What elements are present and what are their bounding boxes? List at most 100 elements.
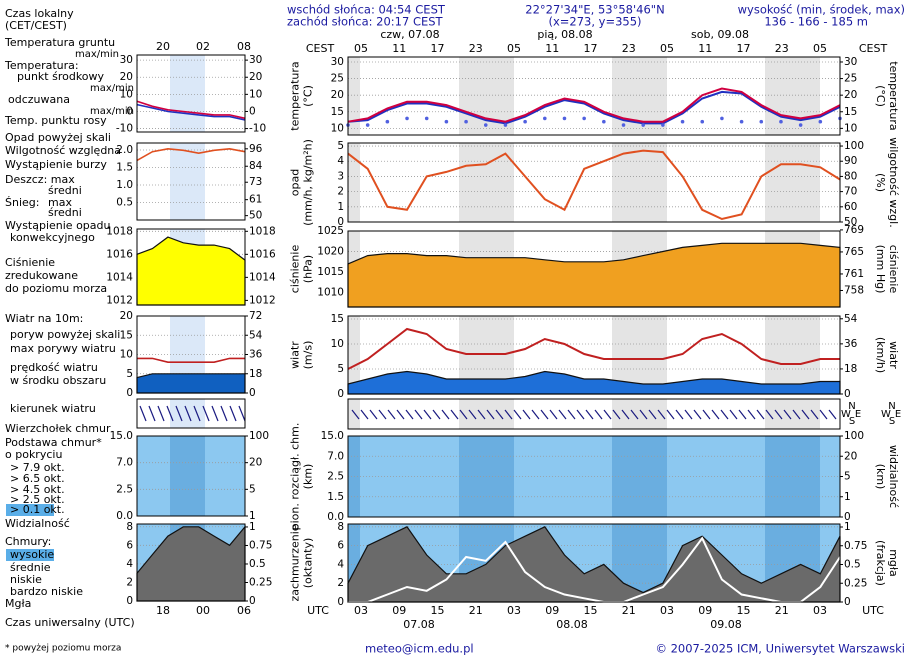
x-tick-label: 00 — [196, 604, 210, 617]
panel-border — [136, 228, 246, 306]
tick-label: 15.0 — [110, 430, 133, 442]
x-tick-label: 23 — [775, 42, 789, 55]
tick-label: 100 — [844, 430, 864, 442]
panel-border — [136, 523, 246, 602]
wind-arrow — [531, 409, 540, 420]
panel-border — [136, 142, 246, 221]
wind-arrow — [756, 409, 765, 420]
wind-arrow — [603, 409, 612, 420]
tick-label: 20 — [844, 450, 857, 462]
tick-label: -10 — [116, 123, 133, 135]
legend-entry: max/min — [90, 106, 134, 117]
night-band — [348, 399, 360, 429]
day-label: 09.08 — [710, 618, 742, 631]
tick-label: 20 — [120, 71, 133, 83]
axis-label: temperatura — [887, 61, 900, 130]
wind-arrow — [621, 409, 630, 420]
dot — [503, 123, 508, 127]
tick-label: 7.0 — [327, 450, 344, 462]
wind-arrow — [774, 409, 783, 420]
dot — [818, 119, 823, 124]
night-band — [765, 57, 820, 135]
tick-label: 54 — [249, 329, 263, 341]
footnote: * powyżej poziomu morza — [5, 644, 121, 654]
legend-entry: do poziomu morza — [5, 282, 107, 295]
night-band — [170, 55, 205, 132]
legend-entry: Chmury: — [5, 535, 51, 548]
panel-border — [347, 142, 841, 223]
x-tick-label: 17 — [431, 42, 445, 55]
tick-label: 0 — [249, 595, 256, 607]
tick-label: -10 — [249, 123, 266, 135]
tick-label: 72 — [249, 310, 262, 322]
legend-entry: Podstawa chmur* — [5, 436, 102, 449]
tick-label: 1010 — [317, 287, 344, 299]
legend-entry: max porywy wiatru — [10, 342, 116, 355]
tick-label: 10 — [331, 122, 344, 134]
tick-label: 10 — [331, 338, 344, 350]
x-tick-label: 23 — [469, 42, 483, 55]
tick-label: 0.0 — [327, 511, 344, 523]
wind-arrow — [238, 405, 246, 422]
legend-entry: Deszcz: max — [5, 173, 75, 186]
x-tick-label: 05 — [507, 42, 521, 55]
area — [347, 242, 841, 308]
tick-label: 100 — [844, 140, 864, 152]
wind-arrow — [648, 409, 657, 420]
cest-label: CEST — [306, 42, 335, 55]
panel-bg — [348, 399, 840, 429]
wind-arrow — [657, 409, 666, 420]
tick-label: 758 — [844, 284, 864, 296]
panel-border — [136, 398, 246, 429]
wind-arrow — [666, 409, 675, 420]
legend-entry: bardzo niskie — [10, 585, 83, 598]
legend-entry: Mgła — [5, 597, 31, 610]
compass: N — [888, 401, 895, 412]
legend-entry: > 2.5 okt. — [10, 493, 65, 506]
axis-label: (frakcja) — [874, 540, 887, 586]
tick-label: 15 — [331, 313, 344, 325]
tick-label: 36 — [844, 338, 858, 350]
dot — [661, 123, 665, 127]
wind-arrow — [477, 409, 486, 420]
tick-label: 3 — [337, 170, 344, 182]
dot — [739, 119, 744, 124]
tick-label: 0 — [844, 596, 851, 608]
night-band — [348, 57, 360, 135]
dot — [543, 116, 547, 121]
tick-label: 1015 — [317, 266, 344, 278]
tick-label: 30 — [331, 56, 344, 68]
tick-label: 20 — [120, 310, 133, 322]
x-tick-label: 15 — [431, 604, 445, 617]
copyright: © 2007-2025 ICM, Uniwersytet Warszawski — [655, 642, 905, 656]
tick-label: 70 — [844, 186, 857, 198]
axis-label: temperatura — [289, 61, 302, 130]
night-band — [765, 143, 820, 222]
x-tick-label: 09 — [392, 604, 406, 617]
wind-arrow — [630, 409, 639, 420]
wind-arrow — [220, 405, 228, 422]
compass: W — [881, 409, 891, 420]
coords: 22°27'34"E, 53°58'46"N — [525, 3, 664, 17]
dot — [444, 119, 449, 124]
wind-arrow — [576, 409, 585, 420]
line — [136, 100, 246, 120]
wind-arrow — [522, 409, 531, 420]
x-tick-label: 21 — [622, 604, 636, 617]
axis-label: widzialność — [887, 445, 900, 508]
x-tick-label: 05 — [660, 42, 674, 55]
utc-label: UTC — [862, 604, 884, 617]
tick-label: 0.75 — [844, 540, 867, 552]
legend-entry: niskie — [10, 573, 42, 586]
tick-label: 20 — [331, 89, 344, 101]
tick-label: 30 — [844, 56, 857, 68]
tick-label: 769 — [844, 224, 864, 236]
wind-arrow — [450, 409, 459, 420]
wind-arrow — [139, 405, 147, 422]
night-band — [170, 143, 205, 220]
x-tick-label: 20 — [156, 40, 170, 53]
axis-label: (km) — [302, 464, 315, 490]
tick-label: 20 — [249, 457, 262, 469]
axis-label: (°C) — [302, 85, 315, 107]
legend-entry: Wiatr na 10m: — [5, 312, 83, 325]
